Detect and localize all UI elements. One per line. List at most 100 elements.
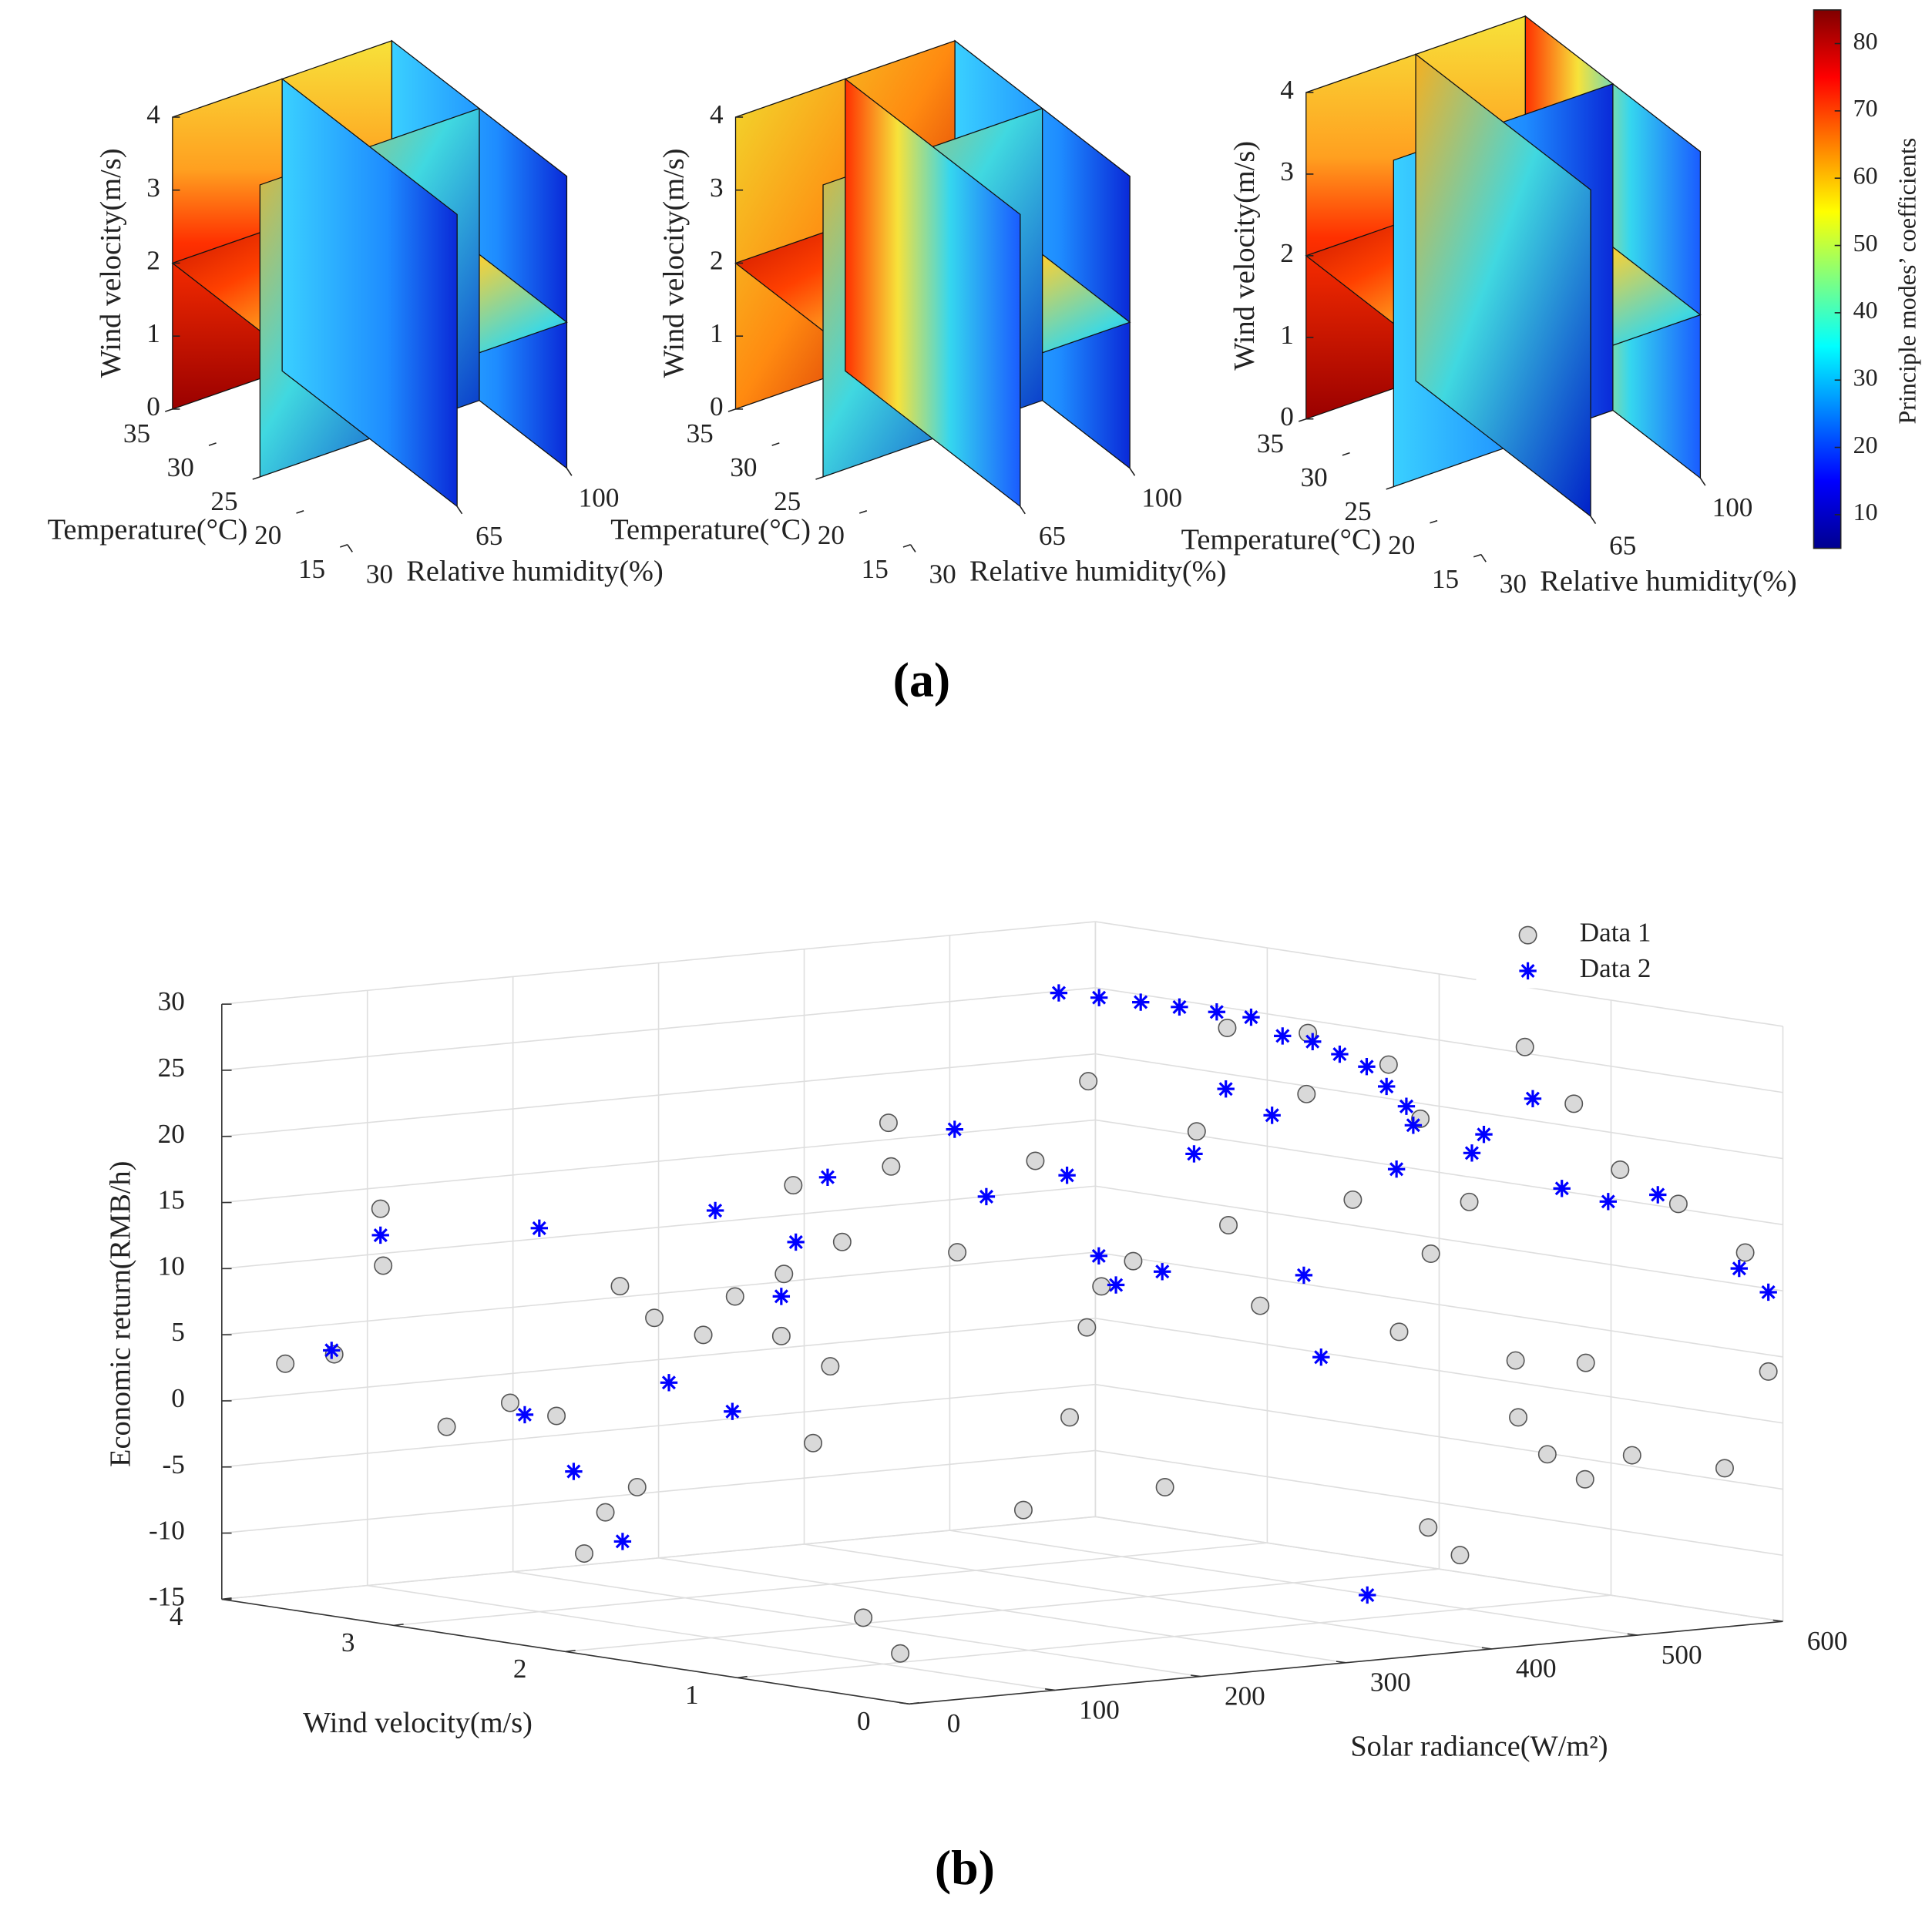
data-point xyxy=(818,1168,837,1186)
data-point xyxy=(854,1608,873,1627)
z-tick-label: 0 xyxy=(1280,401,1294,432)
x-tick-label: 15 xyxy=(862,554,889,584)
data-point xyxy=(1124,1251,1143,1271)
x-tick-label: 2 xyxy=(513,1654,527,1684)
data-point xyxy=(660,1374,678,1392)
data-point xyxy=(1060,1408,1080,1427)
data-point xyxy=(1359,1586,1376,1604)
x-tick xyxy=(909,1701,919,1705)
z-tick-label: -10 xyxy=(149,1516,185,1546)
y-tick-label: 100 xyxy=(1079,1694,1120,1725)
data-point xyxy=(1107,1276,1125,1294)
data-point xyxy=(374,1256,393,1275)
data-point xyxy=(1304,1033,1322,1050)
z-tick-label: 4 xyxy=(146,99,160,129)
x-tick-label: 30 xyxy=(167,452,194,482)
data-point xyxy=(724,1402,741,1420)
data-point xyxy=(832,1232,852,1251)
z-tick-label: 2 xyxy=(710,246,724,276)
z-tick-label: 15 xyxy=(158,1185,185,1215)
x-tick xyxy=(208,442,217,446)
y-tick xyxy=(1699,478,1706,486)
x-tick-label: 35 xyxy=(123,418,150,448)
data-point xyxy=(1050,984,1068,1002)
data-point xyxy=(1611,1160,1630,1179)
colorbar-tick-label: 20 xyxy=(1853,432,1878,458)
z-tick-label: 2 xyxy=(1280,238,1294,268)
slice-face xyxy=(845,78,1021,508)
data-point xyxy=(804,1433,823,1453)
y-tick xyxy=(1129,468,1136,476)
data-point xyxy=(948,1243,967,1262)
data-point xyxy=(1715,1459,1734,1478)
x-tick-label: 20 xyxy=(818,520,845,550)
y-tick-label: 100 xyxy=(1141,482,1182,512)
x-tick xyxy=(296,510,304,514)
y-axis-label: Relative humidity(%) xyxy=(1540,565,1796,597)
data-point xyxy=(1358,1058,1376,1076)
data-point xyxy=(1092,1277,1111,1296)
z-tick-label: 3 xyxy=(146,173,160,203)
legend-box xyxy=(1476,912,1686,989)
data-point xyxy=(1599,1193,1618,1211)
z-tick-label: 1 xyxy=(710,318,724,348)
data-point xyxy=(1343,1190,1362,1209)
data-point xyxy=(1331,1045,1349,1063)
x-tick-label: 25 xyxy=(210,486,237,516)
data-point xyxy=(1622,1446,1641,1465)
x-tick xyxy=(1430,519,1438,524)
data-point xyxy=(1013,1500,1033,1520)
data-point xyxy=(1460,1192,1479,1211)
x-tick-label: 30 xyxy=(1301,462,1328,492)
grid-line xyxy=(221,1516,1096,1600)
x-tick xyxy=(221,1597,232,1600)
y-axis-label: Relative humidity(%) xyxy=(969,556,1226,588)
data-point xyxy=(1132,993,1150,1011)
z-tick-label: 3 xyxy=(710,173,724,203)
x-tick-label: 4 xyxy=(170,1601,183,1631)
y-tick xyxy=(456,505,463,515)
data-point xyxy=(1219,1215,1238,1234)
data-point xyxy=(1187,1122,1206,1141)
data-point xyxy=(610,1277,630,1296)
data-point xyxy=(371,1226,389,1244)
data-point xyxy=(1524,1090,1542,1107)
y-tick xyxy=(1480,554,1487,563)
y-tick-label: 100 xyxy=(1712,492,1753,522)
data-point xyxy=(530,1219,549,1238)
x-tick xyxy=(1342,452,1350,456)
z-tick-label: 4 xyxy=(1280,75,1294,105)
data-point xyxy=(1649,1186,1667,1204)
data-point xyxy=(1463,1144,1481,1162)
data-point xyxy=(1090,1247,1108,1264)
data-point xyxy=(1509,1408,1528,1427)
data-point xyxy=(1515,1037,1534,1056)
data-point xyxy=(1759,1283,1777,1301)
data-point xyxy=(1419,1518,1438,1537)
x-tick xyxy=(902,544,911,548)
data-point xyxy=(323,1342,341,1359)
y-tick xyxy=(1772,1619,1783,1622)
y-tick xyxy=(899,1701,910,1705)
data-point xyxy=(1387,1160,1406,1178)
data-point xyxy=(547,1406,566,1426)
legend-label: Data 2 xyxy=(1580,953,1651,983)
data-point xyxy=(596,1503,615,1522)
z-tick-label: -5 xyxy=(163,1449,185,1479)
data-point xyxy=(1421,1244,1440,1264)
z-tick-label: 4 xyxy=(710,99,724,129)
colorbar-tick-label: 40 xyxy=(1853,297,1878,324)
x-tick xyxy=(737,1675,748,1679)
grid-line xyxy=(393,1542,1268,1627)
y-tick-label: 30 xyxy=(929,559,956,589)
y-tick-label: 300 xyxy=(1370,1668,1411,1698)
data-point xyxy=(1668,1194,1688,1214)
data-point xyxy=(1251,1296,1270,1315)
data-point xyxy=(774,1264,794,1284)
y-tick xyxy=(347,544,353,552)
grid-line xyxy=(565,1568,1440,1653)
data-point xyxy=(1058,1167,1076,1184)
y-tick-label: 500 xyxy=(1662,1640,1702,1670)
z-tick-label: -15 xyxy=(149,1581,185,1611)
x-axis-label: Temperature(°C) xyxy=(610,514,811,546)
